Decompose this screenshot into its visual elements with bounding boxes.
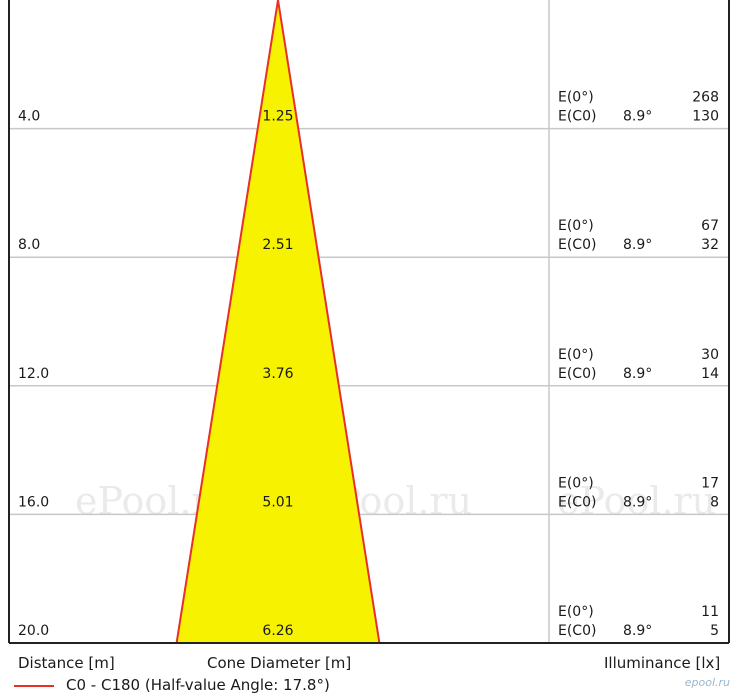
- distance-label: 4.0: [18, 109, 40, 125]
- distance-label: 8.0: [18, 237, 40, 253]
- distance-label: 12.0: [18, 366, 49, 382]
- ec0-value: 32: [701, 237, 719, 253]
- distance-label: 20.0: [18, 623, 49, 639]
- light-cone: [176, 0, 380, 643]
- half-angle-value: 8.9°: [623, 494, 652, 510]
- e0-value: 17: [701, 475, 719, 491]
- watermark-text: ePool.ru: [557, 479, 716, 523]
- half-angle-value: 8.9°: [623, 109, 652, 125]
- cone-diameter-label: Cone Diameter [m]: [207, 654, 352, 672]
- distance-label: 16.0: [18, 494, 49, 510]
- ec0-value: 8: [710, 494, 719, 510]
- cone-diameter-value: 3.76: [262, 366, 293, 382]
- ec0-label: E(C0): [558, 623, 596, 639]
- half-angle-value: 8.9°: [623, 237, 652, 253]
- e0-value: 30: [701, 347, 719, 363]
- cone-edge-right: [277, 0, 381, 644]
- e0-value: 67: [701, 218, 719, 234]
- e0-value: 11: [701, 604, 719, 620]
- cone-layer: [8, 0, 730, 644]
- e0-label: E(0°): [558, 604, 594, 620]
- brand-logo: epool.ru: [684, 676, 730, 689]
- e0-label: E(0°): [558, 475, 594, 491]
- e0-label: E(0°): [558, 347, 594, 363]
- legend: C0 - C180 (Half-value Angle: 17.8°): [14, 676, 330, 694]
- distance-axis-label: Distance [m]: [18, 654, 115, 672]
- cone-edge-left: [175, 0, 279, 644]
- e0-value: 268: [692, 90, 719, 106]
- grid-layer: [9, 0, 729, 643]
- e0-label: E(0°): [558, 218, 594, 234]
- half-angle-value: 8.9°: [623, 623, 652, 639]
- ec0-value: 130: [692, 109, 719, 125]
- legend-series-name: C0 - C180 (Half-value Angle: 17.8°): [66, 676, 330, 694]
- cone-diameter-value: 2.51: [262, 237, 293, 253]
- ec0-value: 14: [701, 366, 719, 382]
- ec0-label: E(C0): [558, 494, 596, 510]
- watermark-layer: ePool.ru ePool.ru ePool.ru: [75, 479, 716, 523]
- cone-diameter-value: 6.26: [262, 623, 293, 639]
- e0-label: E(0°): [558, 90, 594, 106]
- label-layer: 4.0 1.25 E(0°) 268 E(C0) 8.9° 130 8.0 2.51 E(0°) 6…: [18, 90, 719, 639]
- half-angle-value: 8.9°: [623, 366, 652, 382]
- illuminance-label: Illuminance [lx]: [604, 654, 721, 672]
- ec0-label: E(C0): [558, 237, 596, 253]
- ec0-label: E(C0): [558, 109, 596, 125]
- cone-diameter-value: 1.25: [262, 109, 293, 125]
- ec0-label: E(C0): [558, 366, 596, 382]
- cone-diameter-value: 5.01: [262, 494, 293, 510]
- legend-line-swatch: [14, 684, 54, 687]
- ec0-value: 5: [710, 623, 719, 639]
